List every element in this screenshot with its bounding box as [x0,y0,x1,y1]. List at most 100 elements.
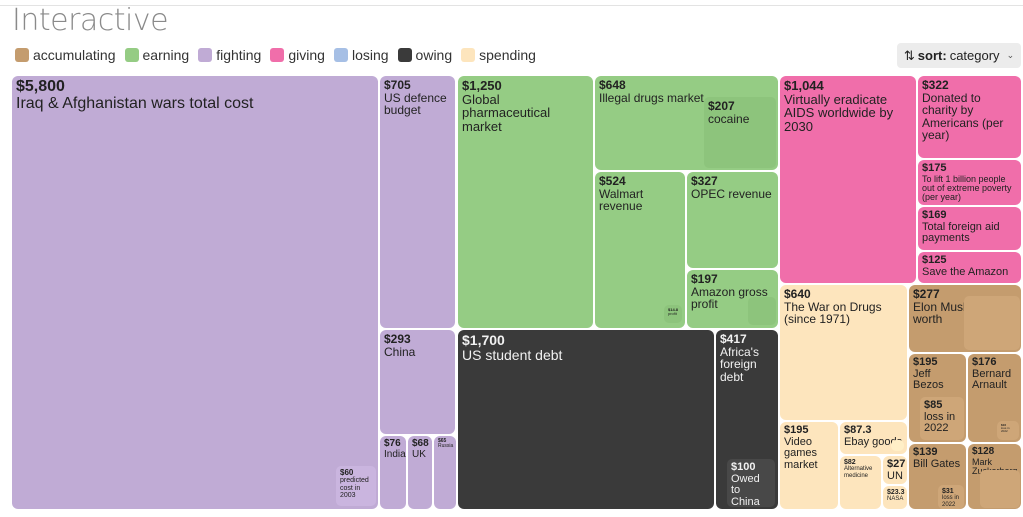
treemap-cell-videogames[interactable]: $195 Video games market [780,422,838,509]
legend-item-giving[interactable]: giving [270,47,325,63]
cell-label: Bill Gates [913,457,961,470]
cell-label: Bernard Arnault [972,367,1012,392]
cell-label: OPEC revenue [691,186,772,201]
treemap-subcell-gates[interactable]: $31 loss in 2022 [938,485,964,509]
cell-value: $195 [913,356,938,368]
treemap-cell-walmart[interactable]: $524 Walmart revenue [595,172,685,328]
cell-label: Illegal drugs market [599,90,704,105]
subcell-label: loss in 2022 [1001,426,1010,434]
legend-label: spending [479,47,536,63]
cell-value: $640 [784,287,811,301]
legend-label: accumulating [33,47,116,63]
legend-item-losing[interactable]: losing [333,47,389,63]
cell-value: $27 [887,458,906,470]
treemap-subcell-africadebt[interactable]: $100 Owed to China [727,459,775,507]
legend-swatch-losing [333,48,348,62]
cell-value: $175 [922,162,947,174]
sort-arrows-icon: ⇅ [903,47,915,63]
cell-label: Russia [438,443,454,450]
cell-label: Total foreign aid payments [922,220,1000,245]
treemap-cell-foreignaid[interactable]: $169 Total foreign aid payments [918,207,1021,250]
treemap-subcell-walmart[interactable]: $14.8 profit [664,305,682,323]
subcell-label: predicted cost in 2003 [340,477,369,500]
subcell-value: $207 [708,99,735,113]
treemap-subcell-amazon[interactable] [748,297,776,325]
treemap-cell-pharma[interactable]: $1,250 Global pharmaceutical market [458,76,593,328]
treemap-cell-un[interactable]: $27 UN [883,456,907,484]
cell-label: China [384,344,416,359]
cell-value: $87.3 [844,424,872,436]
sort-label: sort: [917,48,947,63]
legend-swatch-accumulating [15,48,29,62]
cell-label: Africa's foreign debt [720,344,759,384]
legend-label: fighting [216,47,262,63]
treemap-cell-saveamazon[interactable]: $125 Save the Amazon [918,252,1021,283]
cell-label: Virtually eradicate AIDS worldwide by 20… [784,91,894,134]
treemap-cell-uk[interactable]: $68 UK [408,436,432,509]
cell-label: US defence budget [384,90,447,118]
cell-label: Ebay goods [844,435,903,448]
treemap-subcell-drugs[interactable]: $207 cocaine [704,97,776,168]
legend-item-owing[interactable]: owing [397,47,453,63]
cell-label: Save the Amazon [922,265,1009,278]
treemap-cell-waronddrugs[interactable]: $640 The War on Drugs (since 1971) [780,285,907,420]
treemap-subcell-zuckerberg[interactable] [980,470,1020,508]
legend-item-earning[interactable]: earning [124,47,189,63]
cell-label: Jeff Bezos [913,367,944,392]
cell-label: US student debt [462,346,563,363]
legend-swatch-earning [124,48,139,62]
treemap-cell-russia[interactable]: $65 Russia [434,436,456,509]
cell-value: $176 [972,356,997,368]
cell-label: India [384,448,406,460]
legend-item-accumulating[interactable]: accumulating [15,47,116,63]
treemap-cell-charity[interactable]: $322 Donated to charity by Americans (per… [918,76,1021,158]
legend-swatch-owing [397,48,412,62]
legend-swatch-fighting [198,48,213,62]
treemap-cell-iraq[interactable]: $5,800 Iraq & Afghanistan wars total cost [12,76,378,509]
sort-value: category [949,48,1000,63]
cell-value: $23.3 [887,489,905,496]
treemap-cell-altmed[interactable]: $82 Alternative medicine [840,456,881,509]
cell-label: Amazon gross profit [691,284,768,312]
cell-label: NASA [887,496,904,503]
cell-value: $139 [913,446,938,458]
cell-label: To lift 1 billion people out of extreme … [922,173,1012,203]
cell-value: $705 [384,78,411,92]
chevron-down-icon: ⌄ [1006,50,1015,60]
treemap-subcell-ebay[interactable] [891,440,904,451]
treemap-cell-china[interactable]: $293 China [380,330,455,434]
treemap-cell-usdefence[interactable]: $705 US defence budget [380,76,455,328]
treemap-cell-opec[interactable]: $327 OPEC revenue [687,172,778,268]
treemap-cell-india[interactable]: $76 India [380,436,406,509]
cell-label: Video games market [784,435,818,471]
top-divider [0,5,1023,6]
cell-value: $277 [913,287,940,301]
cell-value: $68 [412,438,429,449]
legend-label: owing [415,47,453,63]
legend-item-spending[interactable]: spending [461,47,536,63]
legend-item-fighting[interactable]: fighting [198,47,261,63]
treemap-cell-aids[interactable]: $1,044 Virtually eradicate AIDS worldwide… [780,76,916,283]
subcell-value: $85 [924,399,943,411]
cell-label: The War on Drugs (since 1971) [784,299,882,327]
legend-swatch-giving [270,48,285,62]
cell-value: $65 [438,438,447,444]
treemap-subcell-iraq[interactable]: $60 predicted cost in 2003 [336,466,376,506]
cell-value: $125 [922,254,947,266]
legend: accumulating earning fighting giving losing o… [15,47,536,63]
legend-label: losing [351,47,389,63]
cell-value: $327 [691,174,718,188]
treemap-subcell-musk[interactable] [964,296,1020,350]
subcell-label: cocaine [708,111,750,126]
subcell-value: $16 [1001,423,1007,427]
sort-dropdown[interactable]: ⇅ sort: category ⌄ [897,43,1021,68]
treemap-subcell-bezos[interactable]: $85 loss in 2022 [920,397,964,440]
treemap-subcell-arnault[interactable]: $16 loss in 2022 [997,421,1019,440]
cell-value: $648 [599,78,626,92]
cell-value: $76 [384,438,401,449]
treemap-cell-studentdebt[interactable]: $1,700 US student debt [458,330,714,509]
treemap-cell-poverty[interactable]: $175 To lift 1 billion people out of extr… [918,160,1021,205]
cell-value: $1,700 [462,332,505,348]
cell-label: Global pharmaceutical market [462,91,551,134]
treemap-cell-nasa[interactable]: $23.3 NASA [883,486,907,509]
